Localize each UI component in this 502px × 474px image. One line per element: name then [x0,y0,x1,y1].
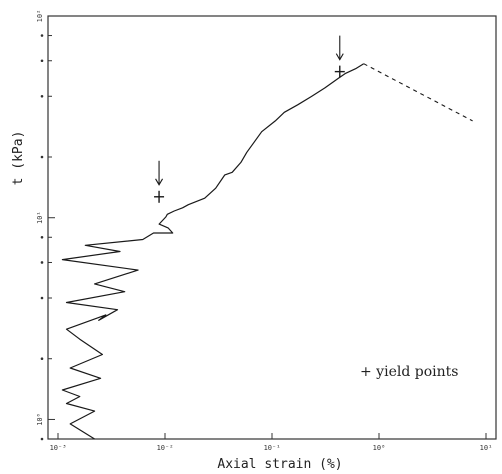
y-minor-tick [40,296,44,300]
y-minor-tick [40,261,44,264]
y-minor-tick [40,235,44,239]
y-tick-label: 10⁰ [36,413,44,426]
measured-curve-line [61,63,365,440]
x-tick-label: 10¹ [480,444,493,452]
x-tick-label: 10⁻² [157,444,174,452]
curve-group [61,63,473,440]
tick-label-group: 10⁻³ 10⁻² 10⁻¹ 10⁰ 10¹ 10⁰ 10¹ 10² [36,10,492,452]
x-tick-label: 10⁻¹ [264,444,281,452]
x-tick-label: 10⁻³ [50,444,67,452]
y-tick-label: 10¹ [36,211,44,224]
y-axis-title: t (kPa) [11,131,26,186]
y-minor-tick [40,34,44,37]
yield-arrow-head [155,178,164,186]
extrapolated-curve-line [363,63,473,122]
y-minor-tick [40,437,44,441]
x-tick-label: 10⁰ [373,444,386,452]
y-minor-tick [40,59,44,63]
x-axis-title: Axial strain (%) [217,457,342,472]
tick-group [40,15,487,441]
legend-yield-points: + yield points [360,364,458,380]
y-minor-tick [40,155,44,159]
y-minor-tick [40,357,44,361]
yield-mark-group [154,35,345,203]
y-tick-label: 10² [36,10,44,23]
yield-arrow-head [335,53,344,61]
y-minor-tick [40,94,44,98]
